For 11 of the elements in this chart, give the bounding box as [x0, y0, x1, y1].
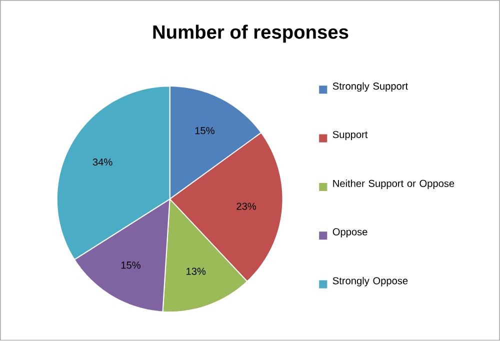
data-label: 15% [121, 262, 140, 269]
data-label: 15% [195, 127, 214, 134]
legend-label: Neither Support or Oppose [333, 180, 454, 190]
legend-label: Strongly Oppose [332, 277, 408, 286]
chart-title: Number of responses [153, 24, 348, 43]
legend-label: Strongly Support [332, 82, 408, 92]
legend-label: Oppose [332, 228, 368, 238]
data-label: 23% [236, 202, 256, 210]
data-label: 34% [92, 158, 112, 166]
legend-label: Support [332, 131, 368, 140]
data-label: 13% [186, 268, 206, 276]
